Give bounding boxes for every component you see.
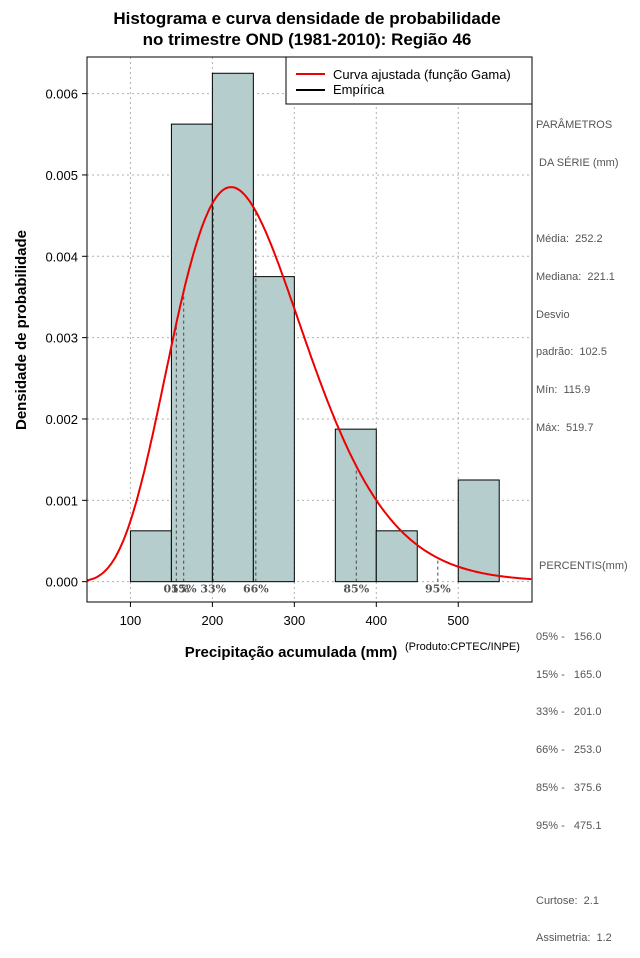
y-tick-label: 0.002: [45, 412, 78, 427]
histogram-bar: [457, 479, 500, 583]
x-axis-label: Precipitação acumulada (mm): [185, 644, 398, 660]
legend: Curva ajustada (função Gama) Empírica: [285, 56, 533, 105]
percentile-label: 95%: [425, 583, 451, 596]
x-tick-label: 100: [120, 613, 142, 628]
histogram-bar: [170, 123, 213, 583]
histogram-bar: [211, 72, 254, 583]
percentile-label: 05%: [163, 583, 189, 596]
histogram-bar: [375, 530, 418, 583]
percentile-label: 85%: [343, 583, 369, 596]
stat-min: Mín: 115.9: [536, 384, 591, 397]
chart-title-line2: no trimestre OND (1981-2010): Região 46: [143, 30, 472, 49]
y-tick-label: 0.006: [45, 87, 78, 102]
stat-skewness: Assimetria: 1.2: [536, 932, 612, 945]
percentile-66: 66% - 253.0: [536, 744, 602, 757]
histogram-bar: [129, 530, 172, 583]
y-tick-label: 0.005: [45, 168, 78, 183]
x-tick-label: 300: [283, 613, 305, 628]
legend-label-empirical: Empírica: [333, 82, 385, 97]
percentile-lines: [175, 201, 439, 582]
percentile-label: 15%: [171, 583, 197, 596]
chart-title-line1: Histograma e curva densidade de probabil…: [113, 9, 500, 28]
percentile-label: 33%: [200, 583, 226, 596]
histogram-bars: [129, 72, 500, 583]
percentile-labels: 05%15% 33% 66% 85% 95%: [163, 583, 451, 596]
stat-stddev-label: Desvio: [536, 308, 570, 321]
params-title: PARÂMETROS: [536, 119, 613, 132]
stat-median: Mediana: 221.1: [536, 270, 615, 283]
percentiles-title: PERCENTIS(mm): [536, 559, 628, 572]
percentile-05: 05% - 156.0: [536, 630, 602, 643]
stat-kurtosis: Curtose: 2.1: [536, 894, 599, 907]
stat-mean: Média: 252.2: [536, 232, 603, 245]
x-tick-label: 500: [447, 613, 469, 628]
y-axis-label: Densidade de probabilidade: [13, 230, 30, 430]
percentile-95: 95% - 475.1: [536, 819, 602, 832]
y-axis: 0.000 0.001 0.002 0.003 0.004 0.005 0.006: [45, 87, 87, 590]
percentile-33: 33% - 201.0: [536, 706, 602, 719]
stat-max: Máx: 519.7: [536, 421, 594, 434]
histogram-bar: [334, 428, 377, 583]
percentile-85: 85% - 375.6: [536, 781, 602, 794]
legend-box: [285, 56, 533, 105]
x-tick-label: 200: [202, 613, 224, 628]
x-axis: 100 200 300 400 500: [120, 602, 469, 628]
percentile-label: 66%: [243, 583, 269, 596]
params-subtitle: DA SÉRIE (mm): [536, 156, 619, 169]
stat-stddev: padrão: 102.5: [536, 346, 607, 359]
y-tick-label: 0.003: [45, 331, 78, 346]
histogram-chart: 05%15% 33% 66% 85% 95% 100 200 300 400 500 0.000…: [13, 9, 533, 660]
percentile-15: 15% - 165.0: [536, 668, 602, 681]
legend-label-fit: Curva ajustada (função Gama): [333, 67, 511, 82]
y-tick-label: 0.001: [45, 493, 78, 508]
y-tick-label: 0.004: [45, 249, 78, 264]
gamma-curve: [86, 186, 532, 582]
y-tick-label: 0.000: [45, 575, 78, 590]
x-tick-label: 400: [365, 613, 387, 628]
credit-text: (Produto:CPTEC/INPE): [405, 641, 520, 653]
histogram-bar: [252, 276, 295, 583]
statistics-panel: PARÂMETROS DA SÉRIE (mm) Média: 252.2 Me…: [536, 94, 640, 958]
